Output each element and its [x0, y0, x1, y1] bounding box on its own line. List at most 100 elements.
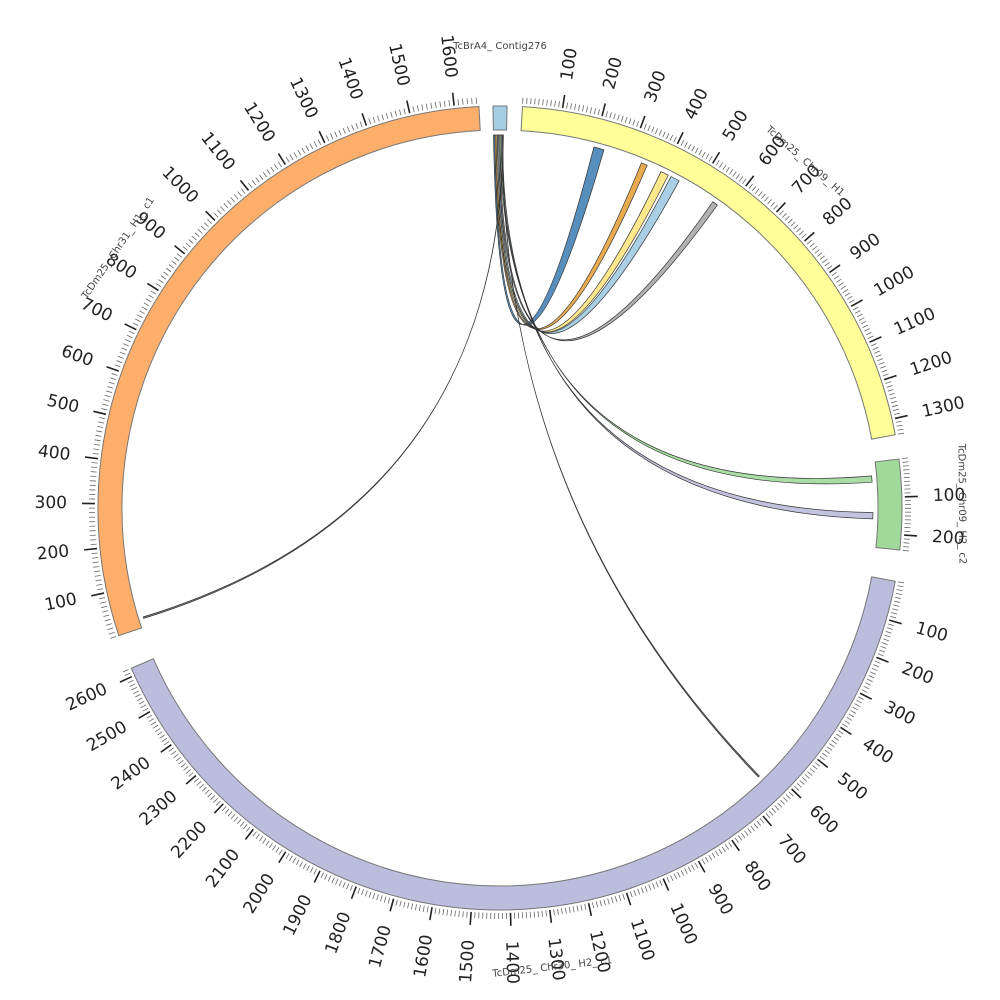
minor-tick	[306, 865, 310, 871]
minor-tick	[98, 421, 105, 424]
minor-tick	[637, 888, 641, 895]
minor-tick	[890, 615, 897, 619]
minor-tick	[798, 230, 804, 236]
minor-tick	[742, 178, 747, 184]
minor-tick	[592, 902, 595, 909]
minor-tick	[728, 842, 733, 848]
minor-tick	[677, 871, 681, 878]
minor-tick	[814, 762, 821, 767]
tick-label: 800	[819, 194, 857, 230]
minor-tick	[877, 653, 884, 657]
major-tick	[361, 113, 368, 126]
minor-tick	[176, 253, 183, 258]
minor-tick	[662, 131, 666, 138]
tick-label: 100	[43, 589, 79, 615]
major-tick	[244, 828, 254, 841]
minor-tick	[770, 201, 775, 207]
minor-tick	[175, 756, 182, 762]
minor-tick	[853, 306, 859, 311]
minor-tick	[227, 200, 232, 206]
minor-tick	[788, 791, 794, 797]
major-tick	[91, 592, 105, 597]
minor-tick	[887, 389, 894, 392]
tick-label: 400	[859, 734, 897, 768]
minor-tick	[381, 114, 384, 121]
minor-tick	[896, 589, 903, 592]
minor-tick	[628, 118, 632, 125]
link-ribbon	[497, 134, 680, 335]
minor-tick	[165, 267, 172, 273]
minor-tick	[116, 360, 123, 364]
minor-tick	[430, 102, 433, 109]
minor-tick	[613, 113, 616, 120]
minor-tick	[110, 636, 117, 639]
minor-tick	[633, 890, 637, 896]
minor-tick	[809, 242, 815, 248]
minor-tick	[376, 894, 379, 901]
minor-tick	[903, 546, 910, 548]
minor-tick	[607, 898, 610, 905]
minor-tick	[142, 707, 149, 712]
minor-tick	[831, 740, 837, 745]
minor-tick	[123, 343, 129, 347]
minor-tick	[721, 846, 726, 852]
minor-tick	[207, 219, 212, 224]
segment-tcdm25-chr31-h1-c1: 1002003004005006007008009001000110012001…	[34, 34, 481, 639]
minor-tick	[132, 322, 139, 327]
minor-tick	[708, 155, 713, 162]
minor-tick	[454, 910, 456, 917]
tick-label: 1500	[456, 939, 479, 984]
minor-tick	[574, 103, 577, 110]
minor-tick	[330, 133, 334, 140]
minor-tick	[182, 246, 188, 251]
minor-tick	[372, 893, 376, 899]
minor-tick	[462, 911, 464, 918]
minor-tick	[541, 910, 543, 917]
minor-tick	[715, 850, 719, 857]
minor-tick	[898, 432, 905, 435]
minor-tick	[605, 111, 608, 118]
minor-tick	[888, 392, 895, 396]
minor-tick	[799, 780, 805, 785]
minor-tick	[881, 369, 888, 373]
minor-tick	[722, 164, 727, 171]
minor-tick	[842, 723, 848, 728]
minor-tick	[750, 825, 755, 831]
minor-tick	[647, 125, 651, 132]
major-tick	[469, 911, 472, 925]
minor-tick	[779, 210, 784, 216]
minor-tick	[266, 169, 271, 175]
minor-tick	[655, 881, 659, 888]
minor-tick	[285, 853, 290, 860]
minor-tick	[105, 623, 112, 626]
minor-tick	[288, 855, 293, 862]
tick-label: 200	[931, 527, 965, 549]
minor-tick	[822, 258, 828, 264]
minor-tick	[213, 212, 219, 218]
major-tick	[883, 374, 897, 381]
minor-tick	[168, 264, 174, 269]
minor-tick	[566, 102, 568, 109]
segment-tcbra4-contig276: TcBrA4_ Contig276	[452, 41, 547, 131]
minor-tick	[889, 396, 896, 400]
major-tick	[451, 92, 455, 106]
minor-tick	[277, 161, 282, 168]
minor-tick	[687, 866, 692, 873]
tick-label: 1000	[871, 262, 918, 301]
major-tick	[859, 692, 873, 700]
minor-tick	[136, 697, 143, 702]
minor-tick	[93, 448, 100, 451]
minor-tick	[879, 649, 886, 653]
minor-tick	[239, 821, 245, 827]
minor-tick	[858, 696, 864, 700]
major-tick	[106, 366, 120, 372]
minor-tick	[833, 275, 840, 280]
tick-label: 1500	[384, 41, 413, 88]
minor-tick	[313, 868, 317, 875]
segment-ticks-tcdm25-chr30-h2-c1	[119, 581, 905, 926]
minor-tick	[673, 873, 677, 880]
major-tick	[119, 675, 133, 683]
tick-label: 2000	[239, 870, 279, 917]
minor-tick	[240, 188, 246, 194]
minor-tick	[168, 747, 174, 752]
